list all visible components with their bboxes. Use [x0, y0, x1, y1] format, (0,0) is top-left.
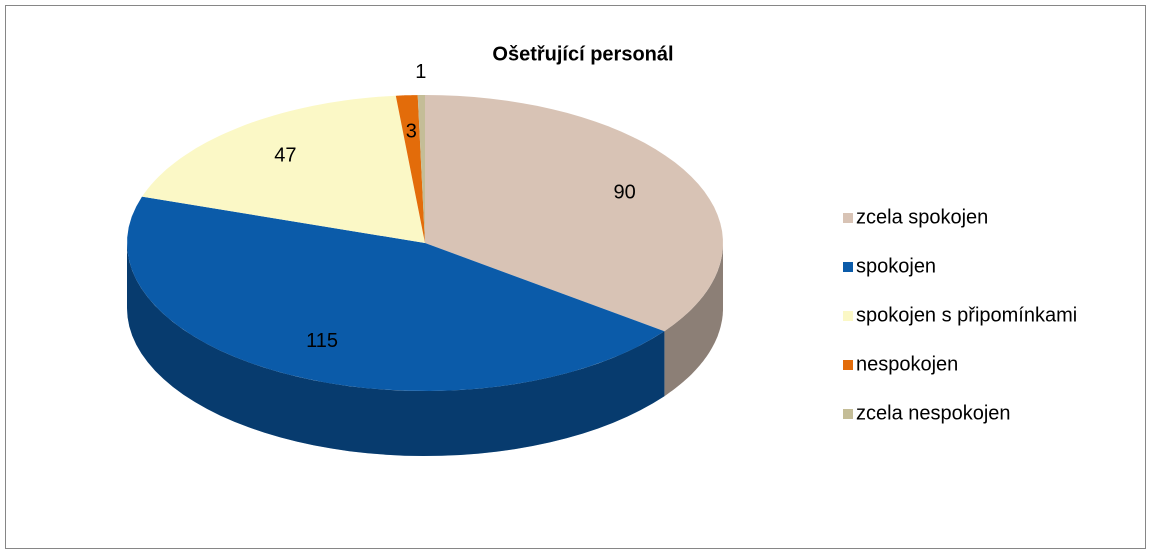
slice-side	[664, 243, 723, 397]
data-label: 3	[406, 120, 417, 142]
legend-label: spokojen s připomínkami	[856, 304, 1077, 326]
data-label: 1	[415, 61, 426, 83]
legend-swatch	[843, 262, 853, 272]
data-label: 47	[274, 145, 296, 167]
slice	[395, 95, 425, 243]
legend-swatch	[843, 311, 853, 321]
slice-side-shade	[127, 243, 665, 456]
slice	[417, 95, 425, 243]
slice	[142, 95, 425, 243]
legend-label: spokojen	[856, 255, 936, 277]
slice	[425, 95, 723, 332]
slice-side	[127, 243, 665, 456]
data-label: 90	[614, 181, 636, 203]
chart-title: Ošetřující personál	[492, 43, 673, 65]
legend-label: zcela spokojen	[856, 206, 988, 228]
data-label: 115	[306, 330, 338, 352]
legend-label: nespokojen	[856, 353, 958, 375]
legend-swatch	[843, 409, 853, 419]
legend-swatch	[843, 213, 853, 223]
slice	[127, 196, 665, 391]
legend-swatch	[843, 360, 853, 370]
slice-side-shade	[664, 243, 723, 397]
legend-label: zcela nespokojen	[856, 402, 1011, 424]
